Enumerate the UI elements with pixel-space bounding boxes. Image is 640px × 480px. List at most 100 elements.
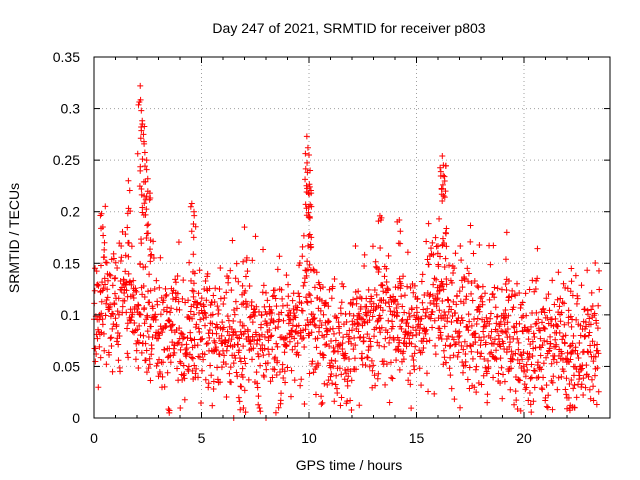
data-point: [464, 376, 471, 383]
data-point: [520, 349, 527, 356]
data-point: [141, 200, 148, 207]
data-point: [100, 232, 107, 239]
data-point: [173, 294, 180, 301]
data-point: [313, 269, 320, 276]
data-point: [469, 355, 476, 362]
data-point: [352, 242, 359, 249]
data-point: [138, 107, 145, 114]
data-point: [287, 393, 294, 400]
data-point: [179, 335, 186, 342]
data-point: [398, 325, 405, 332]
data-point: [97, 354, 104, 361]
data-point: [407, 284, 414, 291]
data-point: [268, 306, 275, 313]
data-point: [428, 311, 435, 318]
data-point: [241, 387, 248, 394]
data-point: [398, 317, 405, 324]
data-point: [570, 385, 577, 392]
data-point: [311, 267, 318, 274]
data-point: [478, 293, 485, 300]
data-point: [556, 329, 563, 336]
data-point: [431, 317, 438, 324]
data-point: [560, 368, 567, 375]
data-point: [517, 305, 524, 312]
data-point: [483, 314, 490, 321]
data-point: [366, 317, 373, 324]
data-point: [441, 173, 448, 180]
data-point: [97, 212, 104, 219]
data-point: [584, 311, 591, 318]
data-point: [254, 384, 261, 391]
data-point: [513, 328, 520, 335]
data-point: [456, 288, 463, 295]
data-point: [243, 254, 250, 261]
data-point: [338, 371, 345, 378]
data-point: [138, 349, 145, 356]
data-point: [174, 365, 181, 372]
data-point: [268, 332, 275, 339]
data-point: [329, 283, 336, 290]
data-point: [355, 288, 362, 295]
data-point: [314, 335, 321, 342]
data-point: [134, 150, 141, 157]
data-point: [474, 315, 481, 322]
data-point: [545, 291, 552, 298]
data-point: [370, 362, 377, 369]
data-point: [596, 286, 603, 293]
y-tick-label: 0.2: [61, 204, 81, 220]
data-point: [143, 230, 150, 237]
data-point: [486, 296, 493, 303]
data-point: [401, 292, 408, 299]
data-point: [339, 340, 346, 347]
data-point: [307, 167, 314, 174]
data-point: [267, 333, 274, 340]
data-point: [346, 335, 353, 342]
data-point: [325, 377, 332, 384]
data-point: [123, 287, 130, 294]
data-point: [224, 313, 231, 320]
data-point: [379, 281, 386, 288]
data-point: [202, 310, 209, 317]
data-point: [190, 311, 197, 318]
data-point: [332, 357, 339, 364]
data-point: [566, 343, 573, 350]
data-point: [501, 378, 508, 385]
data-point: [542, 394, 549, 401]
data-point: [196, 267, 203, 274]
data-point: [128, 281, 135, 288]
data-point: [342, 350, 349, 357]
data-point: [221, 294, 228, 301]
data-point: [417, 321, 424, 328]
data-point: [556, 303, 563, 310]
data-point: [140, 131, 147, 138]
data-point: [349, 327, 355, 334]
data-point: [386, 334, 393, 341]
data-point: [216, 351, 223, 358]
data-point: [375, 218, 382, 225]
data-points: [91, 82, 603, 421]
data-point: [136, 310, 143, 317]
data-point: [109, 368, 116, 375]
data-point: [526, 389, 533, 396]
data-point: [500, 340, 507, 347]
data-point: [118, 242, 125, 249]
data-point: [156, 284, 163, 291]
data-point: [146, 246, 153, 253]
data-point: [330, 330, 337, 337]
data-point: [279, 361, 286, 368]
data-point: [443, 281, 450, 288]
data-point: [372, 258, 379, 265]
data-point: [254, 350, 261, 357]
data-point: [565, 394, 572, 401]
data-point: [117, 258, 124, 265]
data-point: [459, 369, 466, 376]
data-point: [335, 348, 342, 355]
data-point: [181, 334, 188, 341]
data-point: [457, 243, 464, 250]
data-point: [493, 320, 500, 327]
data-point: [102, 312, 109, 319]
data-point: [455, 339, 462, 346]
y-axis-label: SRMTID / TECUs: [6, 183, 22, 293]
data-point: [457, 404, 464, 411]
data-point: [295, 352, 302, 359]
